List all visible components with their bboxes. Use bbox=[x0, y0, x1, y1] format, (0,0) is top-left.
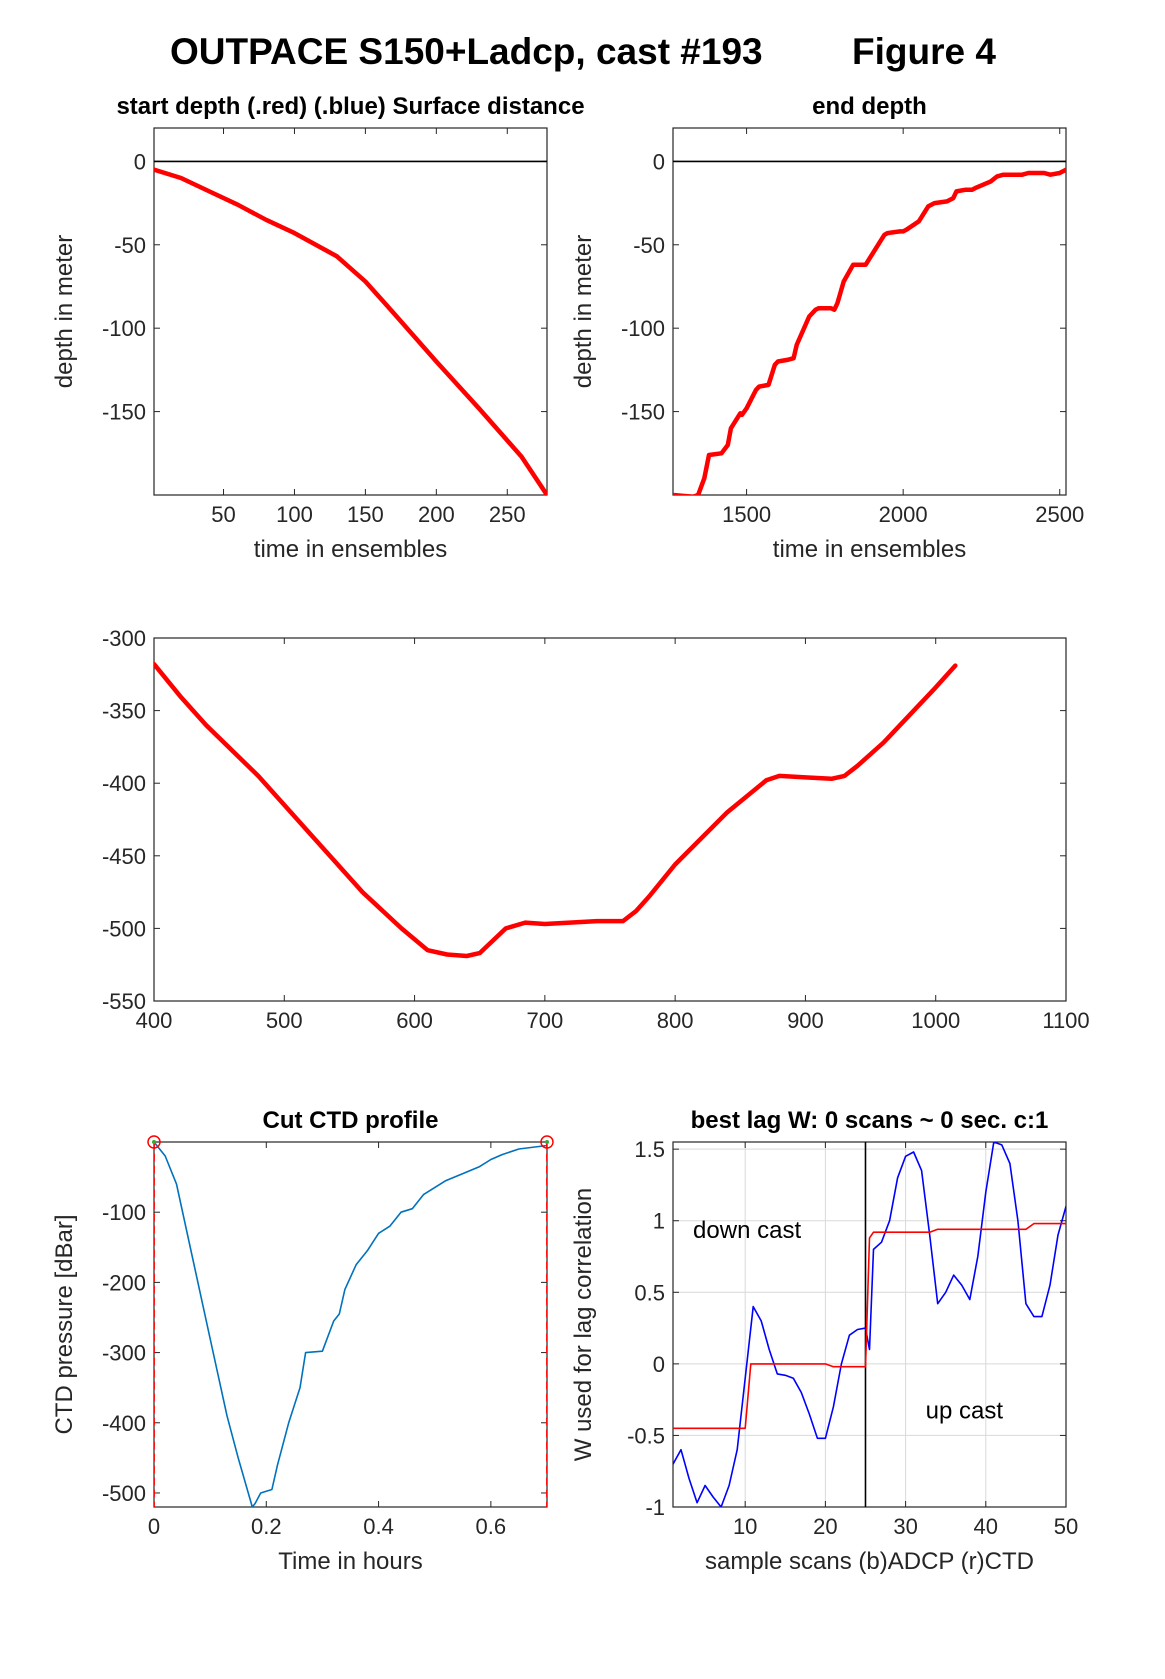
x-tick-label: 800 bbox=[657, 1008, 694, 1033]
chart-title: start depth (.red) (.blue) Surface dista… bbox=[116, 93, 584, 120]
x-tick-label: 20 bbox=[813, 1514, 837, 1539]
chart-middle: 400 500 600 700 800 900 1000 1100 -300 -350 -400 -4… bbox=[102, 626, 1090, 1033]
x-tick-label: 1100 bbox=[1042, 1008, 1089, 1033]
y-tick-label: -300 bbox=[102, 1341, 146, 1366]
endpoint-marker bbox=[540, 1135, 554, 1149]
chart-best_lag: 10 20 30 40 50 1.5 1 0.5 0 -0.5 -1 best lag W: 0 sc… bbox=[570, 1107, 1078, 1575]
y-tick-label: 0 bbox=[653, 149, 665, 174]
chart-end_depth: 1500 2000 2500 0 -50 -100 -150 end depth time in… bbox=[570, 93, 1084, 563]
endpoint-dot bbox=[545, 1140, 549, 1144]
x-tick-label: 0.6 bbox=[476, 1514, 507, 1539]
y-tick-label: -0.5 bbox=[627, 1423, 665, 1448]
x-tick-label: 250 bbox=[489, 502, 526, 527]
chart-start_depth: 50 100 150 200 250 0 -50 -100 -150 start depth (.… bbox=[51, 93, 585, 563]
y-axis-label: CTD pressure [dBar] bbox=[51, 1214, 78, 1434]
y-tick-label: 1 bbox=[653, 1209, 665, 1234]
x-tick-label: 10 bbox=[733, 1514, 757, 1539]
y-axis-label: depth in meter bbox=[570, 235, 597, 388]
x-tick-label: 50 bbox=[1054, 1514, 1078, 1539]
axes-box bbox=[672, 127, 1067, 496]
axes-box bbox=[153, 1141, 548, 1508]
x-tick-label: 2500 bbox=[1035, 502, 1084, 527]
x-tick-label: 50 bbox=[211, 502, 235, 527]
series-line-0 bbox=[154, 661, 958, 959]
figure-title: OUTPACE S150+Ladcp, cast #193 bbox=[170, 31, 763, 72]
x-tick-label: 200 bbox=[418, 502, 455, 527]
x-axis-label: time in ensembles bbox=[773, 536, 966, 563]
y-tick-label: -300 bbox=[102, 626, 146, 651]
figure-label: Figure 4 bbox=[852, 31, 996, 72]
x-tick-label: 1000 bbox=[911, 1008, 960, 1033]
y-tick-label: -200 bbox=[102, 1270, 146, 1295]
y-axis-label: depth in meter bbox=[51, 235, 78, 388]
x-tick-label: 900 bbox=[787, 1008, 824, 1033]
y-tick-label: -50 bbox=[114, 233, 146, 258]
axes-box bbox=[153, 127, 548, 496]
chart-cut_ctd: 0 0.2 0.4 0.6 -100 -200 -300 -400 -500 Cut CTD pr… bbox=[51, 1107, 554, 1575]
plot-area bbox=[154, 661, 958, 959]
x-tick-label: 0.4 bbox=[363, 1514, 394, 1539]
series-line-0 bbox=[673, 167, 1066, 495]
y-tick-label: -100 bbox=[621, 316, 665, 341]
plot-area bbox=[673, 1142, 1066, 1507]
endpoint-dot bbox=[152, 1140, 156, 1144]
chart-title: Cut CTD profile bbox=[263, 1107, 439, 1134]
x-axis-label: sample scans (b)ADCP (r)CTD bbox=[705, 1548, 1034, 1575]
plot-area bbox=[154, 1142, 547, 1507]
x-tick-label: 700 bbox=[526, 1008, 563, 1033]
y-tick-label: -1 bbox=[645, 1495, 665, 1520]
y-axis-label: W used for lag correlation bbox=[570, 1188, 597, 1461]
x-tick-label: 150 bbox=[347, 502, 384, 527]
y-tick-label: -350 bbox=[102, 699, 146, 724]
y-tick-label: 0 bbox=[653, 1352, 665, 1377]
y-tick-label: 1.5 bbox=[634, 1137, 665, 1162]
y-tick-label: -550 bbox=[102, 989, 146, 1014]
y-tick-label: -100 bbox=[102, 1200, 146, 1225]
series-line-0 bbox=[154, 167, 547, 495]
y-tick-label: -150 bbox=[102, 400, 146, 425]
plot-area bbox=[154, 160, 547, 495]
x-tick-label: 2000 bbox=[879, 502, 928, 527]
series-line-1 bbox=[673, 1222, 1066, 1430]
x-tick-label: 0 bbox=[148, 1514, 160, 1539]
series-line-0 bbox=[154, 1142, 547, 1507]
x-tick-label: 400 bbox=[136, 1008, 173, 1033]
chart-title: end depth bbox=[812, 93, 927, 120]
x-tick-label: 1500 bbox=[722, 502, 771, 527]
x-tick-label: 500 bbox=[266, 1008, 303, 1033]
y-tick-label: -50 bbox=[633, 233, 665, 258]
y-tick-label: -100 bbox=[102, 316, 146, 341]
x-tick-label: 600 bbox=[396, 1008, 433, 1033]
y-tick-label: -450 bbox=[102, 844, 146, 869]
series-line-0 bbox=[673, 1142, 1066, 1507]
endpoint-marker bbox=[147, 1135, 161, 1149]
y-tick-label: -500 bbox=[102, 1481, 146, 1506]
x-axis-label: Time in hours bbox=[278, 1548, 423, 1575]
y-tick-label: -150 bbox=[621, 400, 665, 425]
axes-box bbox=[672, 1141, 1067, 1508]
x-tick-label: 30 bbox=[893, 1514, 917, 1539]
x-axis-label: time in ensembles bbox=[254, 536, 447, 563]
x-tick-label: 100 bbox=[276, 502, 313, 527]
chart-title: best lag W: 0 scans ~ 0 sec. c:1 bbox=[691, 1107, 1049, 1134]
x-tick-label: 40 bbox=[974, 1514, 998, 1539]
y-tick-label: -500 bbox=[102, 916, 146, 941]
axes-box bbox=[153, 637, 1067, 1002]
y-tick-label: 0 bbox=[134, 149, 146, 174]
y-tick-label: 0.5 bbox=[634, 1280, 665, 1305]
annotation-label: up cast bbox=[926, 1397, 1004, 1424]
y-tick-label: -400 bbox=[102, 771, 146, 796]
plot-area bbox=[673, 160, 1066, 495]
y-tick-label: -400 bbox=[102, 1411, 146, 1436]
x-tick-label: 0.2 bbox=[251, 1514, 282, 1539]
annotation-label: down cast bbox=[693, 1217, 801, 1244]
